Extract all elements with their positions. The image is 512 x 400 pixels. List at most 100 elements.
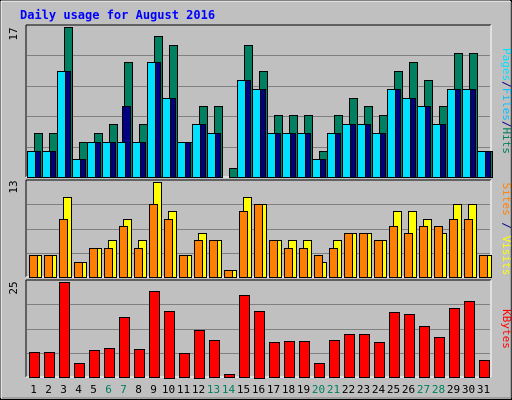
bar-kbytes-day-24 xyxy=(374,342,385,378)
x-label-day-25: 25 xyxy=(387,383,400,396)
bar-kbytes-day-9 xyxy=(149,291,160,378)
x-label-day-19: 19 xyxy=(297,383,310,396)
chart-title: Daily usage for August 2016 xyxy=(20,8,215,22)
legend-part: Files xyxy=(500,88,512,121)
x-label-day-14: 14 xyxy=(222,383,236,396)
bar-sites-day-16 xyxy=(254,204,263,278)
bar-sites-day-9 xyxy=(149,204,158,278)
bar-pages-day-26 xyxy=(402,98,411,178)
bar-kbytes-day-2 xyxy=(44,352,55,378)
bar-sites-day-13 xyxy=(209,240,218,278)
y-max-label-hits: 17 xyxy=(7,27,20,40)
bar-sites-day-28 xyxy=(434,226,443,278)
bar-pages-day-25 xyxy=(387,89,396,178)
bar-sites-day-25 xyxy=(389,226,398,278)
bar-pages-day-8 xyxy=(132,142,141,178)
bar-kbytes-day-6 xyxy=(104,348,115,378)
x-label-day-12: 12 xyxy=(192,383,205,396)
y-max-label-visits: 13 xyxy=(7,180,20,193)
x-label-day-8: 8 xyxy=(135,383,142,396)
right-legend-0: Pages/Files/Hits xyxy=(500,48,512,154)
legend-part: / xyxy=(500,121,512,128)
bar-kbytes-day-22 xyxy=(344,334,355,378)
bar-kbytes-day-31 xyxy=(479,360,490,378)
bar-sites-day-12 xyxy=(194,240,203,278)
bar-sites-day-26 xyxy=(404,233,413,278)
bar-kbytes-day-23 xyxy=(359,334,370,378)
x-label-day-3: 3 xyxy=(60,383,67,396)
bar-kbytes-day-20 xyxy=(314,363,325,378)
y-max-label-kbytes: 25 xyxy=(7,281,20,294)
bar-pages-day-2 xyxy=(42,151,51,178)
bar-kbytes-day-17 xyxy=(269,342,280,378)
bar-pages-day-28 xyxy=(432,124,441,178)
bar-pages-day-1 xyxy=(27,151,36,178)
bar-kbytes-day-11 xyxy=(179,353,190,378)
bar-sites-day-15 xyxy=(239,211,248,278)
x-axis-day-labels: 1 2 3 4 5 6 7 8 9 10 11 12 13 14 15 16 17 18 19 20 21 22 23 24 2… xyxy=(30,383,490,396)
x-label-day-29: 29 xyxy=(447,383,460,396)
bar-pages-day-13 xyxy=(207,133,216,178)
bar-kbytes-day-25 xyxy=(389,312,400,378)
bar-pages-day-15 xyxy=(237,80,246,178)
x-label-day-22: 22 xyxy=(342,383,355,396)
right-legend-2: KBytes xyxy=(500,309,512,349)
x-label-day-6: 6 xyxy=(105,383,112,396)
bar-kbytes-day-29 xyxy=(449,308,460,378)
bar-sites-day-30 xyxy=(464,219,473,278)
bar-pages-day-23 xyxy=(357,124,366,178)
bar-pages-day-30 xyxy=(462,89,471,178)
bar-sites-day-10 xyxy=(164,219,173,278)
legend-part: KBytes xyxy=(500,309,512,349)
bar-kbytes-day-1 xyxy=(29,352,40,378)
bar-pages-day-24 xyxy=(372,133,381,178)
bar-kbytes-day-8 xyxy=(134,349,145,378)
bar-sites-day-22 xyxy=(344,233,353,278)
x-label-day-11: 11 xyxy=(177,383,190,396)
x-label-day-5: 5 xyxy=(90,383,97,396)
bar-kbytes-day-4 xyxy=(74,363,85,378)
bar-sites-day-3 xyxy=(59,219,68,278)
bar-sites-day-11 xyxy=(179,255,188,278)
legend-part: Pages xyxy=(500,48,512,81)
x-label-day-15: 15 xyxy=(237,383,250,396)
bar-kbytes-day-12 xyxy=(194,330,205,379)
bar-sites-day-29 xyxy=(449,219,458,278)
bar-sites-day-23 xyxy=(359,233,368,278)
bar-sites-day-7 xyxy=(119,226,128,278)
bar-sites-day-31 xyxy=(479,255,488,278)
panel-hits-files-pages xyxy=(25,24,493,178)
bar-sites-day-1 xyxy=(29,255,38,278)
x-label-day-21: 21 xyxy=(327,383,340,396)
bar-pages-day-5 xyxy=(87,142,96,178)
bar-pages-day-10 xyxy=(162,98,171,178)
x-label-day-4: 4 xyxy=(75,383,82,396)
bar-hits-day-14 xyxy=(229,168,238,178)
legend-part: Sites xyxy=(500,183,512,216)
bar-sites-day-17 xyxy=(269,240,278,278)
bar-sites-day-21 xyxy=(329,248,338,278)
panel-kbytes xyxy=(25,279,492,379)
legend-part: / xyxy=(500,216,512,236)
bar-kbytes-day-26 xyxy=(404,314,415,378)
x-label-day-16: 16 xyxy=(252,383,265,396)
x-label-day-10: 10 xyxy=(162,383,175,396)
x-label-day-28: 28 xyxy=(432,383,445,396)
bar-sites-day-6 xyxy=(104,248,113,278)
bar-sites-day-5 xyxy=(89,248,98,278)
bar-kbytes-day-13 xyxy=(209,340,220,378)
x-label-day-30: 30 xyxy=(462,383,475,396)
bar-kbytes-day-18 xyxy=(284,341,295,378)
x-label-day-24: 24 xyxy=(372,383,386,396)
bar-kbytes-day-7 xyxy=(119,317,130,378)
bar-sites-day-8 xyxy=(134,248,143,278)
legend-part: Visits xyxy=(500,236,512,276)
bar-sites-day-27 xyxy=(419,226,428,278)
bar-pages-day-31 xyxy=(477,151,486,178)
bar-pages-day-27 xyxy=(417,106,426,178)
bar-pages-day-7 xyxy=(117,142,126,178)
bar-pages-day-6 xyxy=(102,142,111,178)
x-label-day-13: 13 xyxy=(207,383,220,396)
